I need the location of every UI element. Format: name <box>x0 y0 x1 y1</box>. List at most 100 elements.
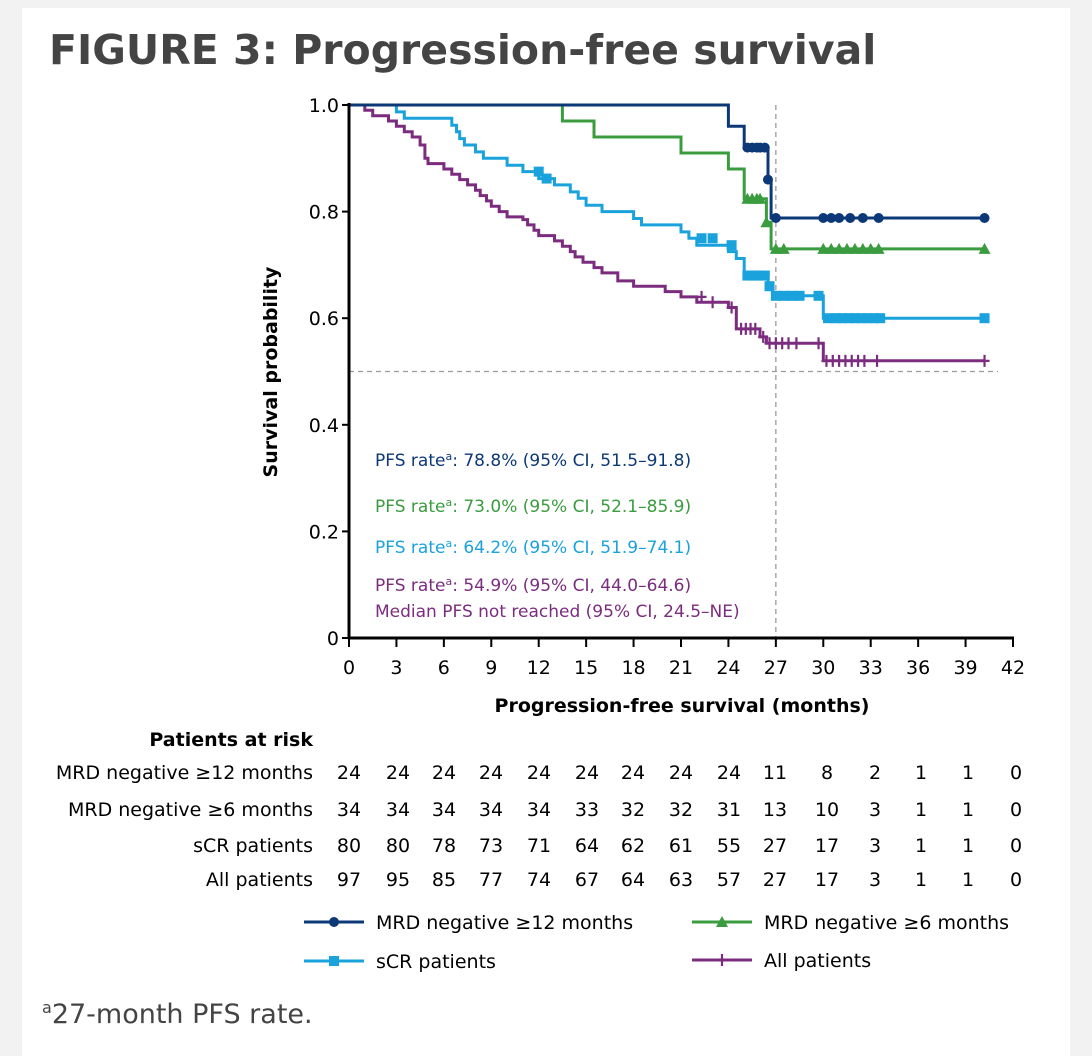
risk-cell: 78 <box>432 835 456 857</box>
legend-label: sCR patients <box>376 951 496 973</box>
censor-mark <box>726 301 737 314</box>
risk-row-label: MRD negative ≥6 months <box>68 799 313 821</box>
legend-item-all-patients: All patients <box>692 950 871 972</box>
x-tick-label: 6 <box>438 657 450 679</box>
risk-cell: 1 <box>962 869 974 891</box>
x-tick-label: 21 <box>669 657 693 679</box>
axes: 00.20.40.60.81.0 0 3 6 9 12 15 18 21 24 27 30 33 36 3… <box>260 95 1025 717</box>
y-tick-label: 0 <box>327 628 339 650</box>
x-tick-label: 18 <box>621 657 645 679</box>
risk-cell: 24 <box>479 762 503 784</box>
censor-mark <box>862 313 873 324</box>
reference-lines <box>349 105 998 638</box>
risk-cell: 33 <box>575 799 599 821</box>
risk-cell: 0 <box>1010 869 1022 891</box>
censor-mark <box>825 242 838 254</box>
risk-cell: 95 <box>386 869 410 891</box>
risk-cell: 17 <box>815 835 839 857</box>
risk-cell: 24 <box>527 762 551 784</box>
risk-cell: 27 <box>763 869 787 891</box>
x-tick-label: 24 <box>716 657 740 679</box>
censor-mark <box>762 174 773 185</box>
x-tick-label: 27 <box>764 657 788 679</box>
legend-label: MRD negative ≥6 months <box>764 912 1009 934</box>
censor-mark <box>758 330 769 343</box>
risk-cell: 1 <box>915 799 927 821</box>
censor-mark <box>760 216 773 228</box>
risk-row: sCR patients 80 80 78 73 71 64 62 61 55 27 17 3 1 1 0 <box>193 835 1022 857</box>
risk-cell: 10 <box>815 799 839 821</box>
legend-item-scr-patients: sCR patients <box>304 951 496 973</box>
censor-mark <box>750 322 761 335</box>
risk-cell: 2 <box>869 762 881 784</box>
censor-mark <box>830 313 841 324</box>
x-tick-label: 3 <box>390 657 402 679</box>
risk-cell: 0 <box>1010 835 1022 857</box>
risk-cell: 55 <box>717 835 741 857</box>
risk-row: MRD negative ≥6 months 34 34 34 34 34 33 32 32 31… <box>68 799 1022 821</box>
risk-cell: 34 <box>386 799 410 821</box>
risk-cell: 1 <box>962 835 974 857</box>
risk-cell: 24 <box>432 762 456 784</box>
risk-cell: 3 <box>869 799 881 821</box>
y-tick-label: 0.2 <box>309 521 339 543</box>
footnote: a27-month PFS rate. <box>42 998 313 1030</box>
risk-cell: 62 <box>621 835 645 857</box>
risk-cell: 24 <box>669 762 693 784</box>
risk-cell: 61 <box>669 835 693 857</box>
censor-mark <box>707 233 718 244</box>
y-tick-label: 0.4 <box>309 415 339 437</box>
legend-swatch-marker <box>717 954 727 966</box>
risk-cell: 13 <box>763 799 787 821</box>
risk-table-header: Patients at risk <box>149 729 313 751</box>
risk-cell: 71 <box>527 835 551 857</box>
risk-cell: 0 <box>1010 799 1022 821</box>
risk-cell: 1 <box>915 835 927 857</box>
risk-cell: 32 <box>621 799 645 821</box>
x-tick-label: 12 <box>527 657 551 679</box>
legend-swatch-marker <box>329 917 339 927</box>
censor-mark <box>856 313 867 324</box>
censor-mark <box>837 313 848 324</box>
risk-cell: 3 <box>869 869 881 891</box>
legend-item-mrd-negative-ge12-months: MRD negative ≥12 months <box>304 912 633 934</box>
footnote-text: 27-month PFS rate. <box>51 999 313 1030</box>
risk-cell: 64 <box>621 869 645 891</box>
x-tick-label: 0 <box>343 657 355 679</box>
series-scr-patients <box>349 103 990 324</box>
pfs-rate-annotation: PFS ratea: 73.0% (95% CI, 52.1–85.9) <box>375 496 691 518</box>
risk-cell: 67 <box>575 869 599 891</box>
censor-mark <box>707 296 718 309</box>
censor-mark <box>726 240 737 251</box>
risk-cell: 34 <box>337 799 361 821</box>
censor-mark <box>759 142 770 153</box>
risk-cell: 24 <box>717 762 741 784</box>
y-tick-label: 0.6 <box>309 308 339 330</box>
censor-mark <box>533 166 544 177</box>
censor-mark <box>849 313 860 324</box>
risk-cell: 1 <box>915 762 927 784</box>
y-axis-label: Survival probability <box>260 266 282 477</box>
x-tick-label: 36 <box>906 657 930 679</box>
risk-cell: 85 <box>432 869 456 891</box>
censor-mark <box>979 354 990 367</box>
risk-cell: 0 <box>1010 762 1022 784</box>
censor-mark <box>813 337 824 350</box>
censor-mark <box>868 313 879 324</box>
pfs-rate-annotation: PFS ratea: 54.9% (95% CI, 44.0–64.6) <box>375 575 691 597</box>
censor-mark <box>813 290 824 301</box>
censor-mark <box>823 313 834 324</box>
y-ticks: 0 0.2 0.4 0.6 0.8 1.0 <box>309 95 349 650</box>
x-tick-label: 30 <box>811 657 835 679</box>
censor-mark <box>770 290 781 301</box>
censor-mark <box>859 354 870 367</box>
y-tick-label: 1.0 <box>309 95 339 117</box>
censor-mark <box>791 337 802 350</box>
risk-cell: 24 <box>621 762 645 784</box>
x-tick-label: 42 <box>1001 657 1025 679</box>
censor-mark <box>979 313 990 324</box>
risk-cell: 24 <box>337 762 361 784</box>
censor-mark <box>778 290 789 301</box>
footnote-marker: a <box>42 998 52 1017</box>
